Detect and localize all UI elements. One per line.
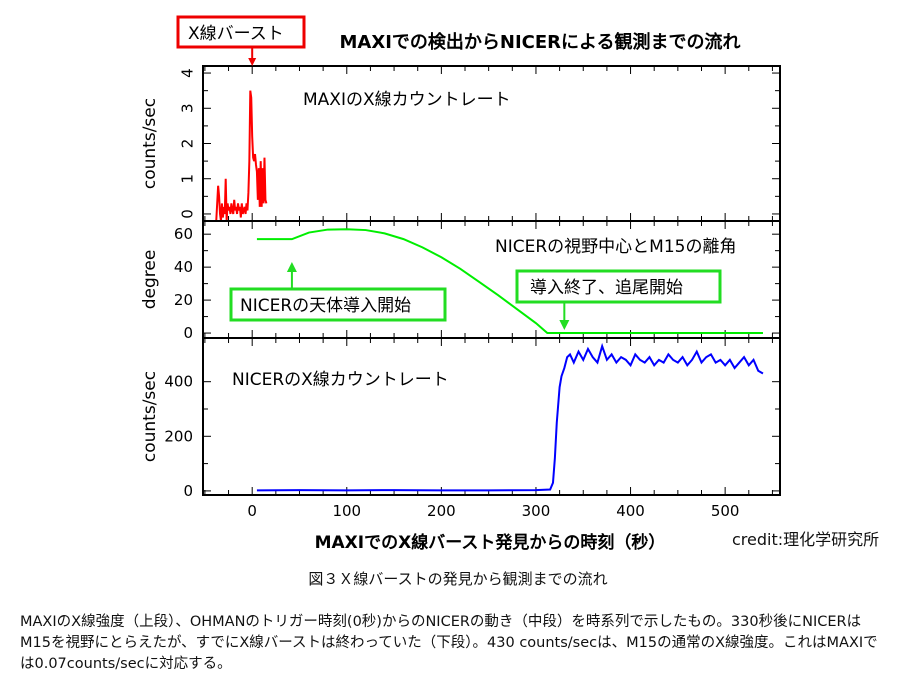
y-axis-label: counts/sec [140, 371, 160, 462]
y-tick-label: 1 [179, 174, 197, 184]
panel-label: NICERのX線カウントレート [232, 370, 449, 390]
series-line [256, 342, 764, 492]
y-tick-label: 3 [179, 103, 197, 113]
chart-title: MAXIでの検出からNICERによる観測までの流れ [339, 31, 740, 53]
x-tick-label: 500 [711, 502, 740, 520]
y-tick-label: 0 [179, 209, 197, 219]
y-tick-label: 400 [164, 373, 193, 391]
y-tick-label: 4 [179, 68, 197, 78]
x-tick-label: 300 [522, 502, 551, 520]
y-axis-label: degree [140, 250, 160, 310]
y-tick-label: 0 [183, 482, 193, 500]
x-tick-label: 400 [616, 502, 645, 520]
chart: MAXIでの検出からNICERによる観測までの流れ 0 1 2 3 4 counts/sec… [140, 15, 781, 553]
arrow-head [286, 262, 297, 272]
y-tick-label: 20 [174, 291, 193, 309]
figure-description: MAXIのX線強度（上段）、OHMANのトリガー時刻(0秒)からのNICERの動… [20, 614, 878, 672]
x-tick-label: 200 [427, 502, 456, 520]
y-tick-label: 2 [179, 139, 197, 149]
x-axis-label: MAXIでのX線バースト発見からの時刻（秒） [315, 532, 666, 553]
y-tick-label: 200 [164, 427, 193, 445]
figure-caption: 図３Ｘ線バーストの発見から観測までの流れ [308, 570, 608, 588]
panel-label: NICERの視野中心とM15の離角 [495, 237, 736, 257]
annotation-label: NICERの天体導入開始 [240, 296, 411, 316]
series-line [256, 228, 763, 335]
x-tick-label: 100 [332, 502, 361, 520]
y-axis-label: counts/sec [140, 98, 160, 189]
arrow-head [559, 320, 570, 330]
burst-label: X線バースト [188, 24, 284, 44]
y-tick-label: 40 [174, 258, 193, 276]
y-tick-label: 0 [183, 324, 193, 342]
annotation-box [229, 287, 447, 322]
credit: credit:理化学研究所 [732, 530, 880, 549]
annotation-label: 導入終了、追尾開始 [530, 278, 683, 298]
annotation-box [515, 269, 722, 304]
panel-label: MAXIのX線カウントレート [303, 90, 511, 110]
arrow-head [248, 58, 257, 66]
panel-frame [202, 337, 781, 496]
x-tick-label: 0 [247, 502, 257, 520]
series-line [215, 90, 268, 222]
burst-label-box [176, 15, 306, 49]
y-tick-label: 60 [174, 225, 193, 243]
